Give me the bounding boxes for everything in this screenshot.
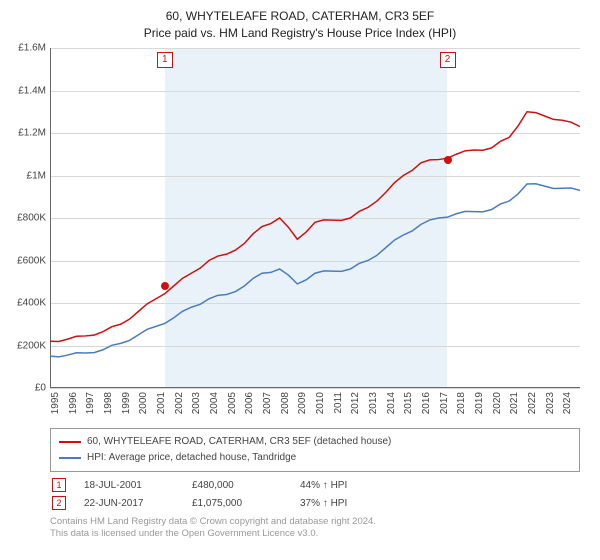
line-plot-svg <box>50 48 580 388</box>
y-axis-label: £800K <box>0 213 46 224</box>
x-axis-label: 2021 <box>509 392 520 430</box>
x-axis-label: 2010 <box>315 392 326 430</box>
x-axis-label: 2009 <box>297 392 308 430</box>
y-axis-label: £600K <box>0 255 46 266</box>
transaction-date-2: 22-JUN-2017 <box>84 498 174 509</box>
legend-swatch-property <box>59 441 81 443</box>
x-axis-label: 2001 <box>156 392 167 430</box>
x-axis-label: 2022 <box>527 392 538 430</box>
legend-row-property: 60, WHYTELEAFE ROAD, CATERHAM, CR3 5EF (… <box>59 434 571 450</box>
x-axis-label: 2018 <box>456 392 467 430</box>
y-axis-label: £1.6M <box>0 43 46 54</box>
x-axis-label: 2020 <box>492 392 503 430</box>
y-axis-label: £1.2M <box>0 128 46 139</box>
x-axis-label: 1997 <box>85 392 96 430</box>
transaction-marker-2: 2 <box>52 496 66 510</box>
chart-area: £0£200K£400K£600K£800K£1M£1.2M£1.4M£1.6M… <box>50 48 580 388</box>
legend: 60, WHYTELEAFE ROAD, CATERHAM, CR3 5EF (… <box>50 428 580 472</box>
x-axis-label: 2024 <box>562 392 573 430</box>
x-axis-label: 2011 <box>333 392 344 430</box>
x-axis-label: 1995 <box>50 392 61 430</box>
title-line1: 60, WHYTELEAFE ROAD, CATERHAM, CR3 5EF <box>0 8 600 25</box>
y-axis-label: £400K <box>0 298 46 309</box>
legend-swatch-hpi <box>59 457 81 459</box>
x-axis-label: 2007 <box>262 392 273 430</box>
transaction-vshpi-2: 37% ↑ HPI <box>300 498 390 509</box>
chart-marker-1: 1 <box>157 52 173 68</box>
license-line1: Contains HM Land Registry data © Crown c… <box>50 516 580 528</box>
chart-marker-2: 2 <box>440 52 456 68</box>
x-axis-label: 2000 <box>138 392 149 430</box>
transaction-vshpi-1: 44% ↑ HPI <box>300 480 390 491</box>
transaction-date-1: 18-JUL-2001 <box>84 480 174 491</box>
transaction-row-2: 2 22-JUN-2017 £1,075,000 37% ↑ HPI <box>50 496 580 510</box>
x-axis-label: 2023 <box>545 392 556 430</box>
transaction-row-1: 1 18-JUL-2001 £480,000 44% ↑ HPI <box>50 478 580 492</box>
gridline-h <box>50 388 580 389</box>
footer-block: 60, WHYTELEAFE ROAD, CATERHAM, CR3 5EF (… <box>50 428 580 541</box>
x-axis-label: 2017 <box>439 392 450 430</box>
x-axis-label: 2008 <box>280 392 291 430</box>
y-axis-label: £1.4M <box>0 85 46 96</box>
x-axis-label: 2016 <box>421 392 432 430</box>
license-line2: This data is licensed under the Open Gov… <box>50 528 580 540</box>
x-axis-label: 2003 <box>191 392 202 430</box>
transaction-price-1: £480,000 <box>192 480 282 491</box>
legend-row-hpi: HPI: Average price, detached house, Tand… <box>59 450 571 466</box>
x-axis-label: 2012 <box>350 392 361 430</box>
chart-container: 60, WHYTELEAFE ROAD, CATERHAM, CR3 5EF P… <box>0 0 600 560</box>
x-axis-label: 2004 <box>209 392 220 430</box>
legend-label-property: 60, WHYTELEAFE ROAD, CATERHAM, CR3 5EF (… <box>87 434 391 450</box>
series-line-property <box>50 112 580 342</box>
x-axis-label: 2006 <box>244 392 255 430</box>
x-axis-label: 2005 <box>227 392 238 430</box>
x-axis-label: 1998 <box>103 392 114 430</box>
x-axis-label: 2013 <box>368 392 379 430</box>
y-axis-label: £1M <box>0 170 46 181</box>
x-axis-label: 2019 <box>474 392 485 430</box>
series-line-hpi <box>50 184 580 357</box>
legend-label-hpi: HPI: Average price, detached house, Tand… <box>87 450 296 466</box>
transaction-marker-1: 1 <box>52 478 66 492</box>
title-line2: Price paid vs. HM Land Registry's House … <box>0 25 600 42</box>
x-axis-label: 1996 <box>68 392 79 430</box>
chart-marker-dot-1 <box>161 282 169 290</box>
x-axis-label: 2014 <box>386 392 397 430</box>
x-axis-label: 2015 <box>403 392 414 430</box>
y-axis-label: £200K <box>0 340 46 351</box>
transaction-price-2: £1,075,000 <box>192 498 282 509</box>
y-axis-label: £0 <box>0 383 46 394</box>
title-block: 60, WHYTELEAFE ROAD, CATERHAM, CR3 5EF P… <box>0 0 600 42</box>
chart-marker-dot-2 <box>444 156 452 164</box>
x-axis-label: 2002 <box>174 392 185 430</box>
x-axis-label: 1999 <box>121 392 132 430</box>
license-text: Contains HM Land Registry data © Crown c… <box>50 516 580 541</box>
